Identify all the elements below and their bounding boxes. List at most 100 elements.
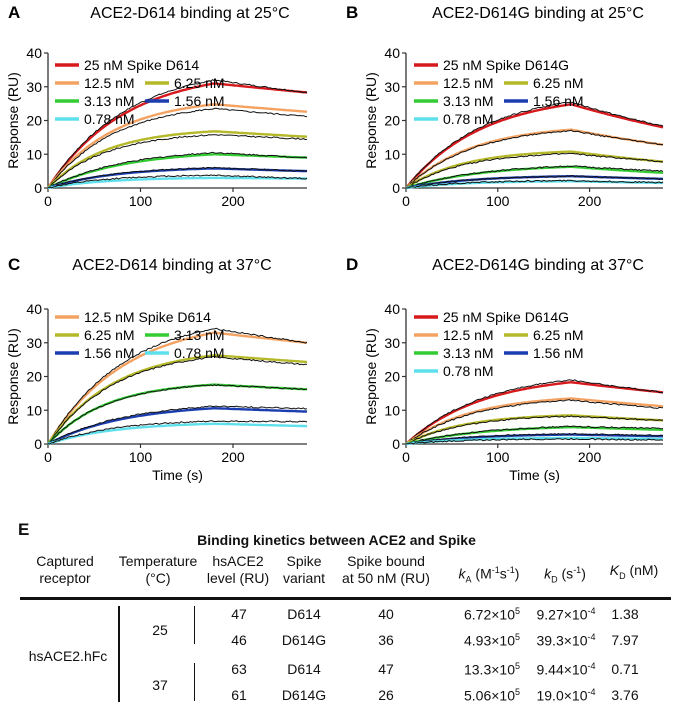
y-tick-label: 30 [384,335,400,351]
cell-kd: 9.44×10-4 [536,661,596,678]
y-tick-label: 40 [384,301,400,317]
chart-title: ACE2-D614G binding at 25°C [432,5,644,22]
x-axis-label: Time (s) [509,467,560,483]
fit-curve-25nM [47,82,308,189]
legend-label: 3.13 nM [443,345,494,361]
legend-item: 25 nM Spike D614G [414,309,569,325]
header-line: Spike bound [347,553,425,569]
legend-label: 0.78 nM [174,345,225,361]
sensorgram-6-25nM [47,355,308,445]
fit-curve-12-5nM [405,397,664,445]
legend-label: 1.56 nM [533,93,584,109]
fit-curve-6-25nM [47,130,308,189]
y-tick-label: 10 [26,402,42,418]
cell-bound: 36 [378,632,394,648]
header-line: hsACE2 [212,553,264,569]
legend-item: 0.78 nM [414,111,494,127]
kinetics-table: E Binding kinetics between ACE2 and Spik… [0,520,673,707]
unit: (M [471,565,492,582]
header-ka: kA (M-1s-1) [446,562,532,588]
fit-curve-6-25nM [405,150,664,189]
cell-KD: 7.97 [611,632,639,648]
sensorgram-1-56nM [47,166,308,189]
sensorgram-1-56nM [405,432,664,445]
panel-letter: A [8,3,20,22]
fit-curve-0-78nM [47,422,307,446]
y-tick-label: 10 [384,146,400,162]
header-line: level (RU) [206,570,270,586]
legend-label: 12.5 nM [443,327,494,343]
cell-variant: D614 [287,606,321,622]
cell-bound: 47 [378,661,394,677]
y-tick-label: 0 [392,436,400,452]
cell-level: 47 [231,606,247,622]
header-line: variant [282,570,326,586]
subscript: D [619,570,626,581]
legend-item: 0.78 nM [55,111,135,127]
header-hsace2-level: hsACE2 level (RU) [202,553,274,587]
unit: ) [514,565,520,582]
y-tick-label: 10 [384,402,400,418]
cell-variant: D614 [287,661,321,677]
y-tick-label: 0 [34,436,42,452]
header-captured-receptor: Captured receptor [20,553,110,587]
legend-item: 12.5 nM [414,327,494,343]
x-tick-label: 0 [44,193,52,209]
y-tick-label: 40 [384,45,400,61]
sensorgram-6-25nM [405,415,664,445]
legend-item: 1.56 nM [504,93,584,109]
cell-bound: 40 [378,606,394,622]
y-axis-label: Response (RU) [5,72,21,168]
group-bar [118,606,120,702]
header-line: at 50 nM (RU) [342,570,430,586]
cell-kd: 19.0×10-4 [536,687,596,704]
legend-label: 25 nM Spike D614G [443,309,569,325]
cell-ka: 13.3×105 [463,661,520,678]
legend-item: 6.25 nM [504,75,584,91]
x-tick-label: 100 [486,449,510,465]
y-tick-label: 40 [26,45,42,61]
cell-KD: 0.71 [611,661,639,677]
legend-item: 1.56 nM [55,345,135,361]
legend-item: 1.56 nM [504,345,584,361]
symbol: k [458,565,466,582]
y-tick-label: 0 [392,180,400,196]
fit-curve-12-5nM [47,103,308,189]
legend-label: 0.78 nM [443,363,494,379]
sensorgram-12-5nM [405,399,664,445]
temperature-cell: 25 [152,622,168,638]
x-tick-label: 200 [221,193,245,209]
legend-item: 3.13 nM [414,345,494,361]
header-spike-variant: Spike variant [274,553,334,587]
legend-label: 6.25 nM [533,75,584,91]
sensorgram-12-5nM [47,327,308,445]
legend-item: 0.78 nM [145,345,225,361]
panel-letter: B [346,3,358,22]
cell-KD: 1.38 [611,606,639,622]
sensorgram-25nM [47,79,308,189]
x-tick-label: 200 [578,449,602,465]
x-tick-label: 0 [44,449,52,465]
unit: ) [581,565,586,582]
legend-item: 6.25 nM [55,327,135,343]
sensorgram-0-78nM [406,437,664,445]
x-tick-label: 200 [221,449,245,465]
cell-variant: D614G [281,632,327,648]
y-axis-label: Response (RU) [363,328,379,424]
legend-item: 3.13 nM [414,93,494,109]
symbol: K [609,562,620,578]
y-tick-label: 40 [26,301,42,317]
temperature-cell: 37 [152,677,168,693]
legend-item: 6.25 nM [145,75,225,91]
chart-panel-c: C ACE2-D614 binding at 37°C 0 10 20 30 40 0 100 2… [5,255,308,483]
sensorgram-1-56nM [405,175,664,189]
sensorgram-6-25nM [405,152,663,189]
unit: s [499,565,507,582]
header-line: (°C) [145,570,171,586]
subscript: D [551,574,558,585]
sensorgram-25nM [405,101,664,189]
legend-label: 0.78 nM [84,111,135,127]
unit: (s [557,565,574,582]
y-axis-label: Response (RU) [5,328,21,424]
cell-bound: 26 [378,687,394,703]
